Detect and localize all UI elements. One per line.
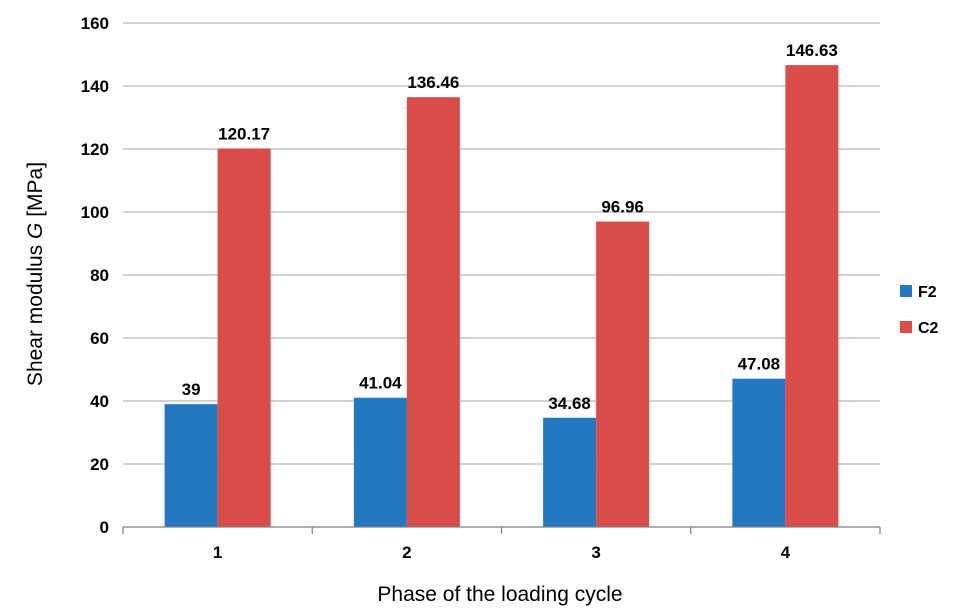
- tick-labels: 0 20 40 60 80 100 120 140 160 1 2 3 4: [81, 14, 791, 562]
- legend-swatch-c2: [900, 321, 912, 333]
- bar-c2-2: [406, 97, 460, 527]
- x-tick-label: 3: [591, 543, 600, 562]
- legend-swatch-f2: [900, 285, 912, 297]
- x-tick-label: 1: [213, 543, 222, 562]
- data-label: 146.63: [786, 41, 838, 60]
- y-tick-label: 160: [81, 14, 109, 33]
- y-tick-label: 120: [81, 140, 109, 159]
- bar-f2-2: [353, 397, 407, 527]
- data-label: 136.46: [407, 73, 459, 92]
- legend: F2 C2: [900, 284, 939, 337]
- x-tick-label: 4: [781, 543, 791, 562]
- bar-c2-4: [785, 65, 839, 527]
- axes: [122, 526, 881, 534]
- y-tick-label: 40: [90, 392, 109, 411]
- bar-f2-4: [732, 378, 786, 527]
- y-tick-label: 140: [81, 77, 109, 96]
- x-tick-label: 2: [402, 543, 411, 562]
- y-tick-label: 80: [90, 266, 109, 285]
- bar-f2-3: [543, 417, 597, 527]
- x-axis-title: Phase of the loading cycle: [377, 583, 622, 606]
- legend-label-c2: C2: [918, 320, 939, 337]
- y-tick-label: 0: [100, 518, 109, 537]
- legend-label-f2: F2: [918, 284, 937, 301]
- y-tick-label: 20: [90, 455, 109, 474]
- y-axis-title: Shear modulus G [MPa]: [24, 162, 47, 386]
- data-labels: 39 120.17 41.04 136.46 34.68 96.96 47.08 146.63: [182, 41, 838, 413]
- data-label: 41.04: [359, 374, 402, 393]
- bar-c2-3: [596, 221, 650, 528]
- bar-c2-1: [217, 148, 271, 528]
- data-label: 120.17: [218, 124, 270, 143]
- y-tick-label: 100: [81, 203, 109, 222]
- bar-f2-1: [164, 404, 218, 527]
- data-label: 39: [182, 380, 201, 399]
- data-label: 34.68: [548, 394, 591, 413]
- data-label: 96.96: [601, 198, 644, 217]
- y-tick-label: 60: [90, 329, 109, 348]
- data-label: 47.08: [738, 355, 781, 374]
- bars: [164, 65, 839, 528]
